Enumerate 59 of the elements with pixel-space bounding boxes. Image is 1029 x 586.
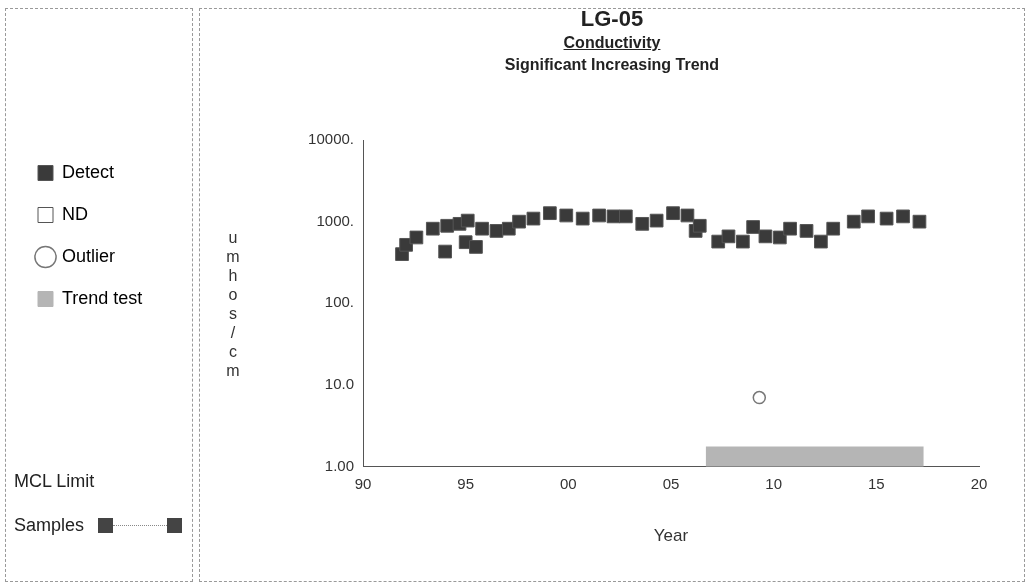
point [846,214,861,229]
point [489,224,504,238]
chart-subtitle: Conductivity [562,34,662,52]
point [861,209,875,224]
point [542,206,557,221]
point [799,224,814,238]
point [879,211,894,226]
point [438,244,452,259]
x-tick-label: 05 [662,474,680,492]
x-tick-label: 90 [354,474,372,492]
point [475,221,489,236]
x-tick-label: 95 [457,474,475,492]
point [746,220,760,234]
point [680,208,695,223]
text: Significant Increasing Trend [503,56,721,74]
chart-title: LG-05 [579,6,645,32]
point [526,211,541,226]
point [469,240,483,254]
point [758,229,773,244]
legend-label: Trend test [62,287,143,308]
point [692,218,707,233]
point [752,390,767,405]
y-tick-label: 100. [324,293,354,311]
x-tick-label: 20 [970,474,988,492]
point [425,221,440,236]
y-axis-title: umhos/cm [226,228,240,380]
point [460,213,475,228]
point [814,234,828,249]
legend-label: Detect [62,161,115,182]
point [721,229,736,244]
point [559,208,574,223]
point [635,216,650,231]
point [512,214,526,229]
point [666,206,680,221]
y-tick-label: 1.00 [324,456,354,474]
point [826,221,841,236]
x-tick-label: 15 [867,474,885,492]
x-axis-title: Year [653,526,689,546]
x-tick-label: 00 [559,474,577,492]
point [896,209,910,224]
point [736,234,750,249]
x-tick-label: 10 [765,474,783,492]
legend-label: ND [62,203,88,224]
legend-label: Outlier [62,245,116,266]
point [912,214,927,229]
point [618,209,633,224]
point [440,218,455,233]
point [592,208,606,223]
text: MCL Limit [14,471,95,492]
point [575,211,590,226]
text: Samples [14,515,85,536]
point [783,221,797,236]
y-tick-label: 10000. [308,130,354,148]
point [772,230,787,245]
point [606,209,621,224]
point [409,230,424,245]
y-tick-label: 10.0 [324,375,354,393]
y-tick-label: 1000. [316,211,354,229]
point [649,213,664,228]
